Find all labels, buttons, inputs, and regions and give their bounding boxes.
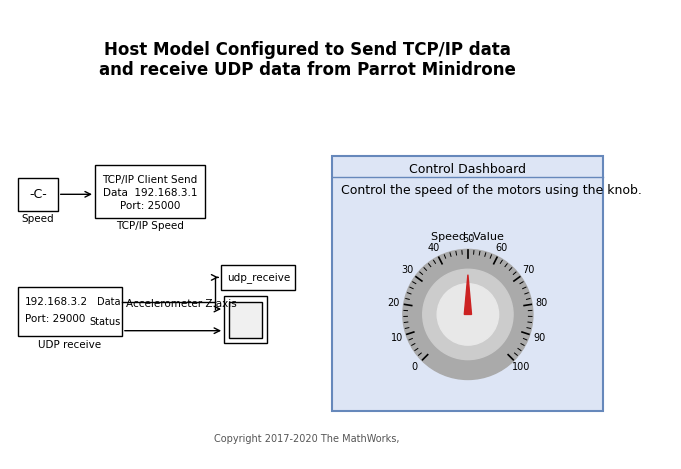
Text: 0: 0 (412, 363, 418, 372)
Text: and receive UDP data from Parrot Minidrone: and receive UDP data from Parrot Minidro… (99, 61, 516, 79)
Bar (224, 296, 268, 343)
Text: Speed :Value: Speed :Value (432, 232, 505, 242)
Text: Accelerometer Z axis: Accelerometer Z axis (127, 299, 237, 309)
Text: 100: 100 (511, 363, 530, 372)
Text: 60: 60 (496, 242, 508, 253)
Bar (95, 166, 205, 218)
Text: UDP receive: UDP receive (38, 340, 101, 350)
Text: 10: 10 (390, 333, 402, 343)
Text: 70: 70 (522, 265, 535, 275)
Circle shape (423, 269, 513, 360)
Text: Control the speed of the motors using the knob.: Control the speed of the motors using th… (341, 184, 642, 197)
Text: 20: 20 (387, 298, 400, 308)
Bar (18, 287, 122, 336)
Text: Speed: Speed (22, 214, 54, 224)
Text: Host Model Configured to Send TCP/IP data: Host Model Configured to Send TCP/IP dat… (104, 41, 511, 59)
Text: -C-: -C- (29, 188, 47, 201)
Text: TCP/IP Speed: TCP/IP Speed (116, 221, 184, 231)
Text: udp_receive: udp_receive (227, 272, 290, 283)
Text: 40: 40 (428, 242, 440, 253)
Text: Control Dashboard: Control Dashboard (409, 163, 526, 175)
Text: Copyright 2017-2020 The MathWorks,: Copyright 2017-2020 The MathWorks, (215, 434, 400, 444)
Circle shape (437, 284, 498, 345)
Polygon shape (464, 275, 471, 314)
Text: 80: 80 (536, 298, 548, 308)
Text: Data  192.168.3.1: Data 192.168.3.1 (103, 188, 197, 198)
Text: 90: 90 (533, 333, 545, 343)
Text: Data: Data (97, 297, 120, 307)
Bar (332, 156, 603, 411)
Text: Status: Status (89, 317, 120, 327)
Text: 50: 50 (462, 234, 474, 244)
Text: 192.168.3.2: 192.168.3.2 (25, 297, 89, 307)
Text: TCP/IP Client Send: TCP/IP Client Send (102, 175, 197, 185)
Circle shape (403, 250, 533, 379)
Text: 30: 30 (401, 265, 413, 275)
Text: Port: 29000: Port: 29000 (25, 314, 86, 324)
Text: Port: 25000: Port: 25000 (120, 201, 180, 211)
Bar (18, 178, 58, 211)
Bar (221, 265, 296, 290)
Bar (229, 302, 262, 338)
